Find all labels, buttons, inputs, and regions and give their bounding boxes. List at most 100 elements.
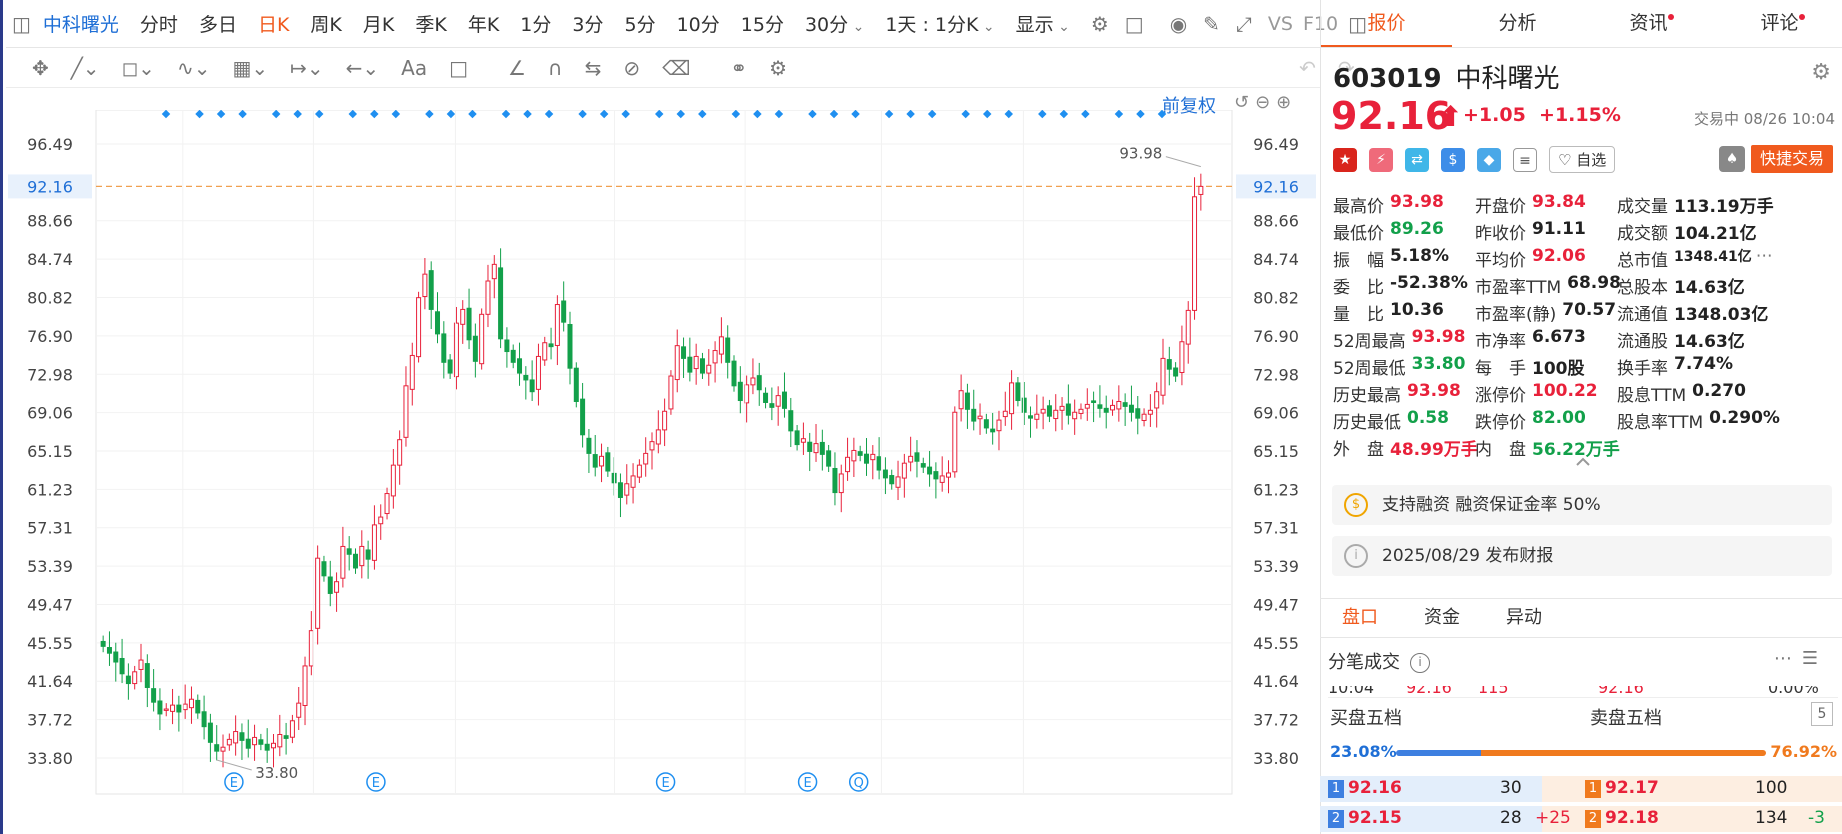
layout-icon[interactable]: □ xyxy=(1124,11,1144,36)
period-dropdown[interactable]: 30分 xyxy=(805,10,864,37)
undo-icon[interactable]: ↶ xyxy=(1299,55,1316,80)
event-marker[interactable] xyxy=(348,110,358,119)
order-level-row[interactable]: 1 92.16 30 1 92.17 100 xyxy=(1320,776,1842,802)
line-tool-icon[interactable]: ╱⌄ xyxy=(70,55,100,80)
panel-settings-icon[interactable]: ⚙ xyxy=(1811,60,1831,85)
event-marker[interactable] xyxy=(216,110,226,119)
event-marker[interactable] xyxy=(1004,110,1014,119)
wave-tool-icon[interactable]: ∿⌄ xyxy=(176,55,211,80)
fullscreen-icon[interactable]: ⤢ xyxy=(1235,11,1252,36)
event-marker[interactable] xyxy=(238,110,247,119)
event-marker[interactable] xyxy=(753,110,762,119)
event-marker[interactable] xyxy=(1136,110,1145,119)
arrow-tool-icon[interactable]: ←⌄ xyxy=(345,55,380,80)
panel-tab[interactable]: 分析 xyxy=(1498,12,1537,34)
event-marker[interactable] xyxy=(468,110,477,119)
bottom-tab[interactable]: 异动 xyxy=(1506,607,1542,628)
polyline-tool-icon[interactable]: ◻⌄ xyxy=(121,55,155,80)
move-icon[interactable]: ✥ xyxy=(32,55,49,80)
event-marker[interactable] xyxy=(523,110,532,119)
event-marker[interactable] xyxy=(1059,110,1069,119)
event-marker[interactable] xyxy=(425,110,434,119)
event-marker[interactable] xyxy=(195,110,204,119)
candlestick-chart[interactable]: 96.49 96.49 92.16 92.16 88.66 88.66 84.74 84.74… xyxy=(6,110,1320,800)
fuquan-button[interactable]: 前复权 xyxy=(1162,96,1216,117)
bottom-tab[interactable]: 盘口 xyxy=(1342,607,1378,628)
event-marker[interactable] xyxy=(982,110,992,119)
depth-toggle[interactable]: 5 xyxy=(1811,702,1833,726)
event-circle[interactable] xyxy=(224,772,244,792)
margin-info[interactable]: $ 支持融资 融资保证金率 50% xyxy=(1332,485,1832,525)
period-tab[interactable]: 月K xyxy=(362,14,395,36)
sidebar-toggle-icon[interactable]: ◫ xyxy=(12,11,31,36)
gear-icon[interactable]: ⚙ xyxy=(1090,11,1109,36)
event-marker[interactable] xyxy=(654,110,664,119)
event-circle[interactable] xyxy=(366,772,386,792)
event-marker[interactable] xyxy=(774,110,784,119)
info-icon[interactable]: i xyxy=(1410,653,1430,673)
order-level-row[interactable]: 2 92.15 28 +25 2 92.18 134 -3 xyxy=(1320,806,1842,832)
dollar-icon[interactable]: $ xyxy=(1441,147,1465,172)
add-watchlist-button[interactable]: ♡ 自选 xyxy=(1549,146,1616,173)
earnings-info[interactable]: i 2025/08/29 发布财报 xyxy=(1332,536,1832,576)
flash-icon[interactable]: ⚡ xyxy=(1369,147,1393,172)
camera-icon[interactable]: ◉ xyxy=(1169,11,1188,36)
comment-tool-icon[interactable]: □ xyxy=(449,55,468,80)
link-icon[interactable]: ⚭ xyxy=(730,55,748,80)
event-marker[interactable] xyxy=(370,110,379,119)
event-marker[interactable] xyxy=(578,110,587,119)
text-tool-icon[interactable]: Aa xyxy=(401,55,428,80)
period-tab[interactable]: 周K xyxy=(310,14,342,36)
vs-button[interactable]: VS xyxy=(1267,12,1293,35)
event-marker[interactable] xyxy=(391,110,401,119)
tick-trades-tools[interactable]: ⋯☰ xyxy=(1773,648,1828,669)
event-marker[interactable] xyxy=(906,110,915,119)
period-tab[interactable]: 10分 xyxy=(676,14,720,36)
event-marker[interactable] xyxy=(698,110,707,119)
event-marker[interactable] xyxy=(961,110,970,119)
quick-trade-button[interactable]: 快捷交易 xyxy=(1751,145,1833,173)
more-icon[interactable]: ⋯ xyxy=(1755,246,1773,266)
event-marker[interactable] xyxy=(1157,110,1167,119)
tag-icon[interactable]: ◆ xyxy=(1477,147,1501,172)
event-circle[interactable] xyxy=(848,772,869,792)
event-marker[interactable] xyxy=(621,110,630,119)
collapse-caret-icon[interactable] xyxy=(1575,456,1591,466)
event-marker[interactable] xyxy=(314,110,324,119)
event-marker[interactable] xyxy=(293,110,302,119)
period-tab[interactable]: 3分 xyxy=(572,14,604,36)
event-marker[interactable] xyxy=(829,110,839,119)
event-circle[interactable] xyxy=(797,772,818,792)
period-tab[interactable]: 季K xyxy=(415,14,447,36)
event-marker[interactable] xyxy=(271,110,281,119)
trash-icon[interactable]: ⌫ xyxy=(662,55,691,80)
doc-icon[interactable]: ≡ xyxy=(1513,147,1537,172)
stock-name-tab[interactable]: 中科曙光 xyxy=(42,14,119,36)
chart-zoom-tools[interactable]: ↺⊖⊕ xyxy=(1234,92,1298,113)
event-marker[interactable] xyxy=(808,110,817,119)
magnet-icon[interactable]: ∩ xyxy=(547,55,563,80)
event-circle[interactable] xyxy=(655,772,676,792)
display-dropdown[interactable]: 显示 xyxy=(1016,10,1070,37)
period-tab[interactable]: 15分 xyxy=(740,14,784,36)
panel-toggle-icon[interactable]: ◫ xyxy=(1348,11,1367,36)
event-marker[interactable] xyxy=(927,110,937,119)
fib-tool-icon[interactable]: ▦⌄ xyxy=(232,55,269,80)
event-marker[interactable] xyxy=(1081,110,1090,119)
event-marker[interactable] xyxy=(501,110,511,119)
event-marker[interactable] xyxy=(1038,110,1047,119)
hide-icon[interactable]: ⊘ xyxy=(623,55,641,80)
event-marker[interactable] xyxy=(851,110,860,119)
panel-tab[interactable]: 资讯 xyxy=(1583,0,1714,47)
pencil-icon[interactable]: ✎ xyxy=(1203,11,1220,36)
china-flag-icon[interactable]: ★ xyxy=(1333,147,1357,172)
period-tab[interactable]: 年K xyxy=(467,14,500,36)
event-marker[interactable] xyxy=(884,110,894,119)
event-marker[interactable] xyxy=(731,110,741,119)
draw-settings-icon[interactable]: ⚙ xyxy=(769,55,788,80)
interval-dropdown[interactable]: 1天 : 1分K xyxy=(885,10,994,37)
period-tab[interactable]: 5分 xyxy=(624,14,656,36)
event-marker[interactable] xyxy=(161,110,171,119)
event-marker[interactable] xyxy=(446,110,456,119)
period-tab[interactable]: 分时 xyxy=(139,14,178,36)
